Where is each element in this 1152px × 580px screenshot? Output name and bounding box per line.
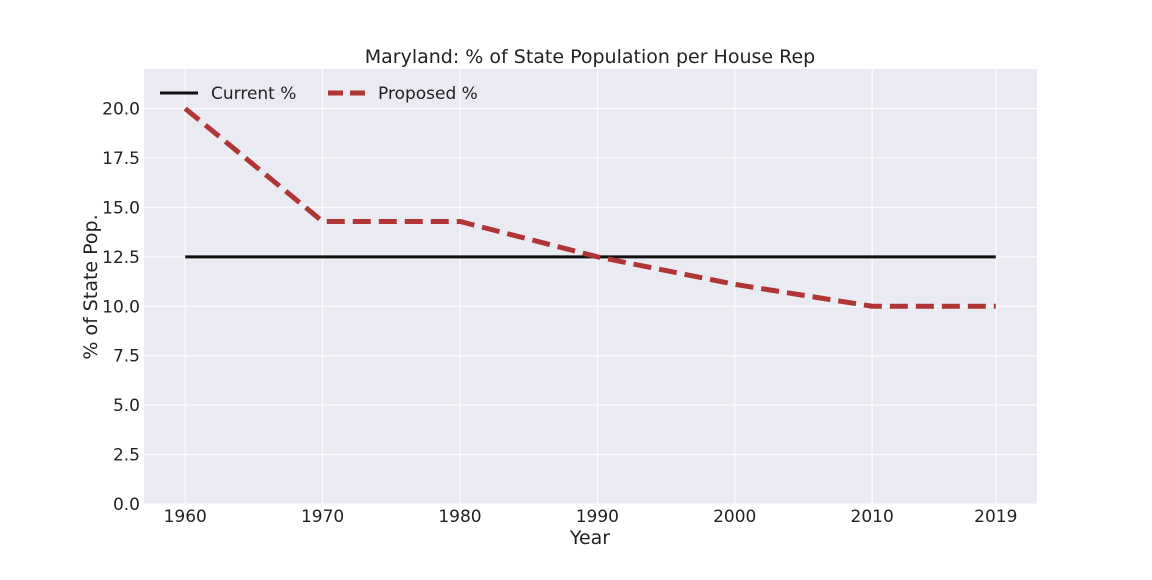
- y-tick-label: 5.0: [113, 396, 140, 416]
- y-tick-label: 20.0: [102, 100, 140, 120]
- y-tick-label: 10.0: [102, 297, 140, 317]
- x-tick-label: 1970: [301, 507, 344, 527]
- plot-area: [144, 69, 1037, 504]
- x-axis-label: Year: [569, 527, 610, 549]
- y-tick-label: 0.0: [113, 495, 140, 515]
- y-tick-label: 17.5: [102, 149, 140, 169]
- tick-labels: 0.0 2.5 5.0 7.5 10.0 12.5 15.0 17.5 20.0 1960 1970…: [102, 100, 1017, 527]
- x-tick-label: 1980: [438, 507, 481, 527]
- x-tick-label: 2010: [851, 507, 894, 527]
- y-tick-label: 12.5: [102, 248, 140, 268]
- x-tick-label: 2019: [974, 507, 1017, 527]
- y-tick-label: 15.0: [102, 198, 140, 218]
- y-axis-label: % of State Pop.: [80, 214, 102, 359]
- x-tick-label: 1960: [164, 507, 207, 527]
- x-tick-label: 2000: [713, 507, 756, 527]
- series-line-proposed: [183, 106, 996, 309]
- legend-label-current: Current %: [211, 84, 296, 104]
- y-tick-label: 7.5: [113, 347, 140, 367]
- series-lines: [183, 106, 996, 309]
- legend: Current % Proposed %: [160, 84, 478, 104]
- y-tick-label: 2.5: [113, 446, 140, 466]
- x-tick-label: 1990: [576, 507, 619, 527]
- chart-title: Maryland: % of State Population per Hous…: [365, 46, 815, 68]
- legend-label-proposed: Proposed %: [378, 84, 478, 104]
